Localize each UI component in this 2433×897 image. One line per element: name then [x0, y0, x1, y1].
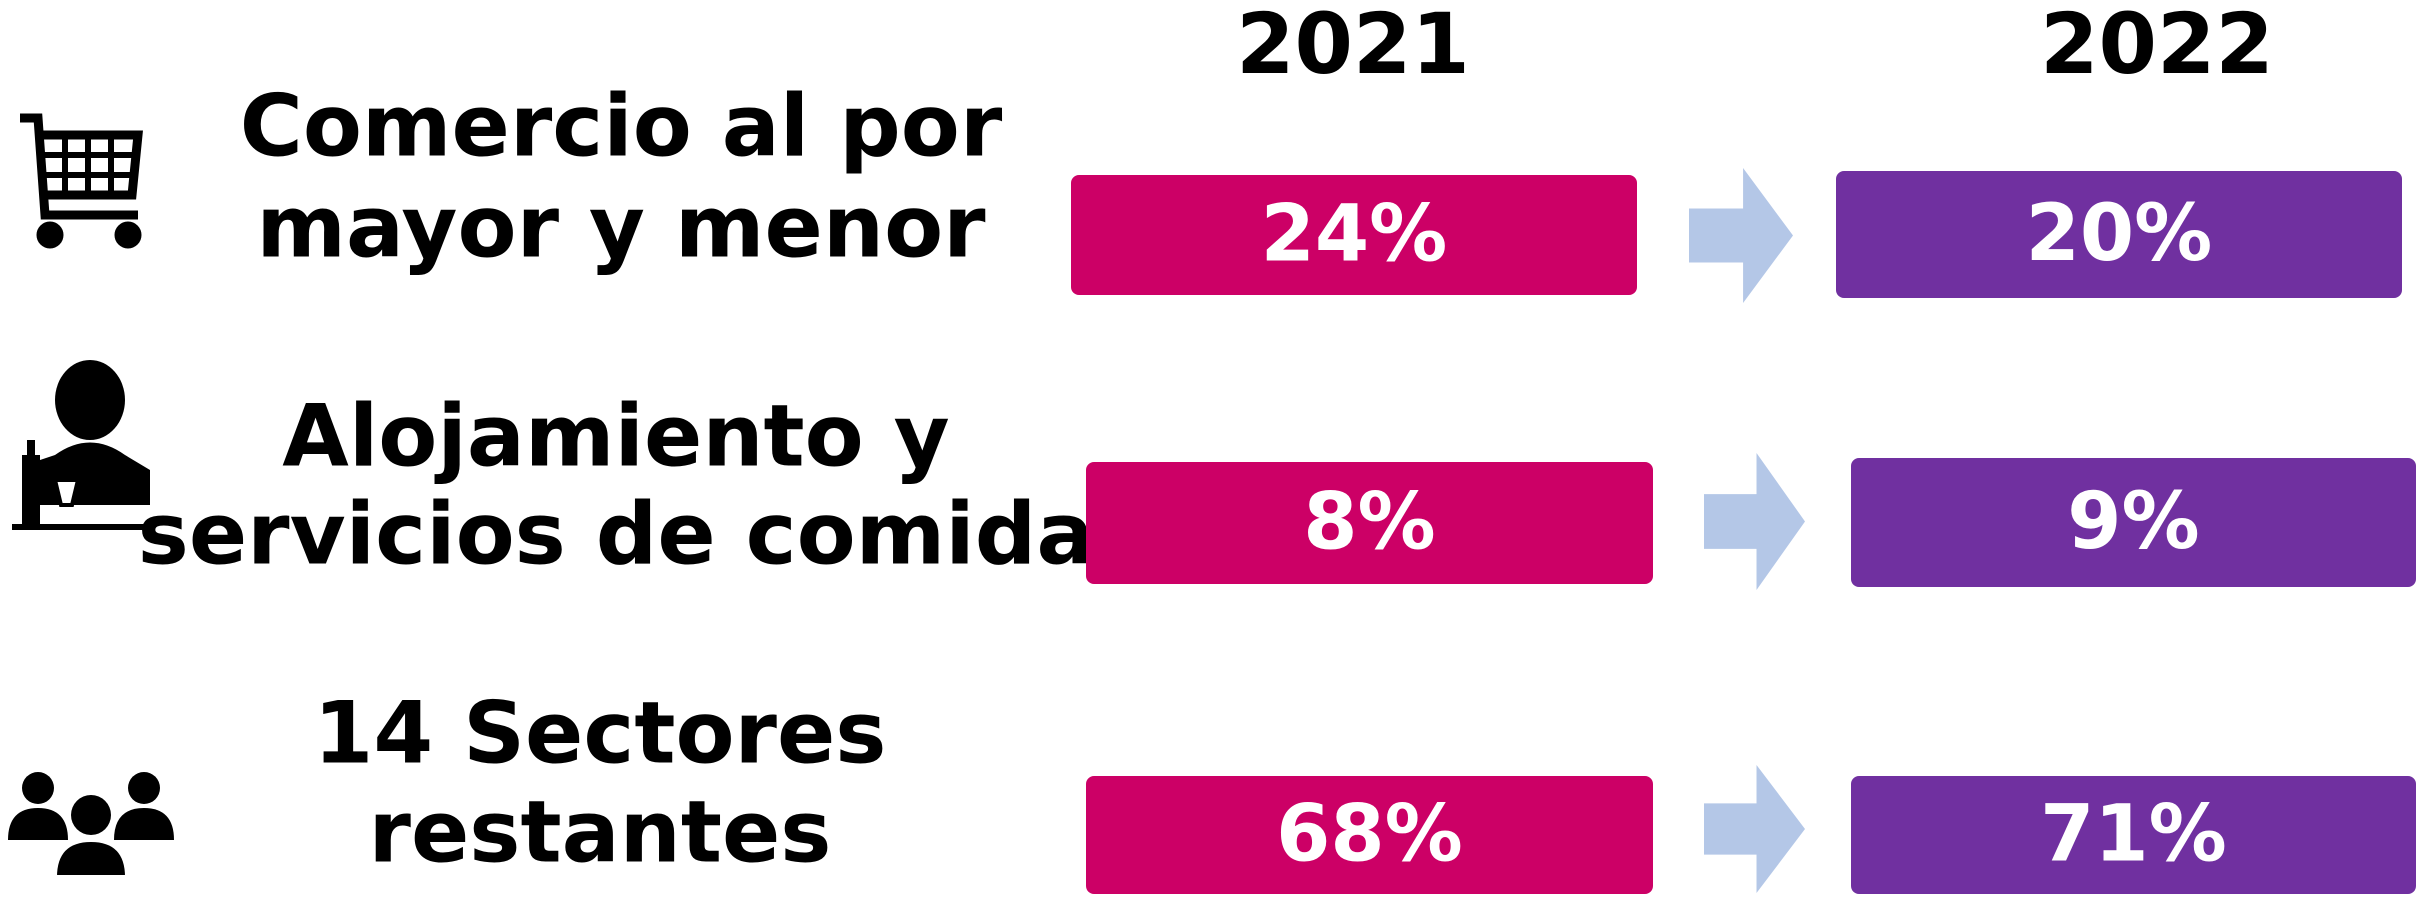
- arrow: [1704, 453, 1805, 590]
- value-box: [1851, 458, 2416, 587]
- people-icon: [8, 772, 174, 879]
- year-header: 2022: [2040, 0, 2274, 93]
- value-label: 68%: [1276, 789, 1463, 879]
- value-label: 20%: [2026, 189, 2213, 279]
- value-box: [1086, 462, 1653, 584]
- sector-label: mayor y menor: [256, 177, 986, 277]
- value-box: [1851, 776, 2416, 894]
- sector-label: Comercio al por: [240, 76, 1003, 176]
- year-header: 2021: [1236, 0, 1470, 93]
- arrow: [1704, 765, 1805, 893]
- waiter-icon: [12, 360, 155, 530]
- arrow: [1689, 168, 1793, 303]
- value-label: 24%: [1261, 189, 1448, 279]
- value-box: [1836, 171, 2402, 298]
- sector-label: restantes: [369, 782, 832, 882]
- value-box: [1071, 175, 1637, 295]
- sector-label: 14 Sectores: [314, 683, 887, 783]
- sector-label: Alojamiento y: [282, 386, 949, 486]
- value-label: 8%: [1303, 477, 1435, 567]
- value-box: [1086, 776, 1653, 894]
- value-label: 9%: [2067, 477, 2199, 567]
- value-label: 71%: [2040, 789, 2227, 879]
- cart-icon: [20, 113, 143, 249]
- sector-label: servicios de comida: [138, 484, 1095, 584]
